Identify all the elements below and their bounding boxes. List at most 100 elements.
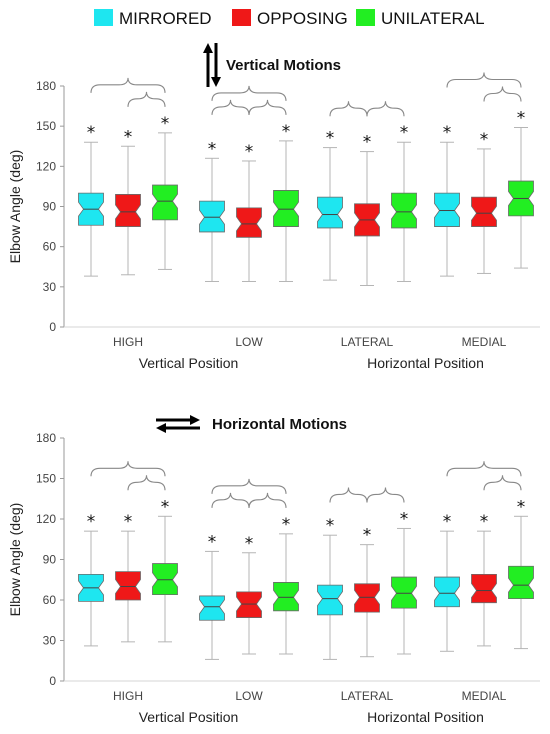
box-mirrored (199, 200, 225, 233)
significance-star: * (282, 515, 291, 535)
panel-title: Horizontal Motions (212, 416, 347, 433)
chart-panel-horizontal-motions: Horizontal Motions 0 30 60 90 120 150 180 Elbow … (7, 415, 540, 725)
box-opposing (115, 194, 141, 227)
significance-bracket (211, 99, 250, 115)
significance-star: * (245, 534, 254, 554)
category-group-high: * * * HIGH (78, 77, 178, 349)
significance-star: * (87, 512, 96, 532)
box-mirrored (317, 584, 343, 616)
significance-bracket (90, 77, 166, 93)
box-opposing (354, 583, 380, 613)
box-mirrored (317, 196, 343, 229)
x-tick-label: LOW (235, 689, 263, 703)
significance-bracket (211, 85, 287, 101)
significance-star: * (480, 130, 489, 150)
category-group-low: * * * LOW (199, 478, 299, 703)
group-label-vertical-position: Vertical Position (139, 709, 239, 725)
panel-title: Vertical Motions (226, 57, 341, 74)
y-tick-label: 0 (49, 320, 56, 334)
y-tick-label: 120 (36, 512, 56, 526)
significance-star: * (161, 497, 170, 517)
chart-panel-vertical-motions: Vertical Motions 0 30 60 90 120 150 180 Elbow An… (7, 43, 540, 371)
significance-bracket (248, 492, 287, 508)
significance-bracket (211, 492, 250, 508)
y-tick-label: 120 (36, 159, 56, 173)
group-label-horizontal-position: Horizontal Position (367, 709, 484, 725)
category-group-lateral: * * * LATERAL (317, 487, 417, 703)
y-axis-label: Elbow Angle (deg) (7, 150, 23, 264)
category-group-low: * * * LOW (199, 85, 299, 349)
box-opposing (236, 207, 262, 238)
box-opposing (115, 571, 141, 601)
category-group-high: * * * HIGH (78, 461, 178, 703)
x-tick-label: LATERAL (341, 689, 394, 703)
x-tick-label: LATERAL (341, 335, 394, 349)
significance-bracket (329, 101, 368, 117)
significance-star: * (282, 122, 291, 142)
y-tick-label: 180 (36, 79, 56, 93)
significance-star: * (326, 129, 335, 149)
y-tick-label: 0 (49, 674, 56, 688)
y-tick-label: 90 (43, 553, 57, 567)
significance-star: * (124, 512, 133, 532)
y-tick-label: 90 (43, 200, 57, 214)
box-mirrored (434, 576, 460, 608)
left-arrow-head (156, 423, 166, 433)
significance-star: * (400, 509, 409, 529)
significance-star: * (326, 516, 335, 536)
group-label-horizontal-position: Horizontal Position (367, 355, 484, 371)
significance-star: * (208, 139, 217, 159)
box-mirrored (199, 595, 225, 621)
significance-star: * (245, 142, 254, 162)
y-tick-label: 180 (36, 431, 56, 445)
y-tick-label: 60 (43, 593, 57, 607)
box-opposing (471, 196, 497, 227)
significance-bracket (329, 487, 368, 503)
x-tick-label: MEDIAL (462, 689, 507, 703)
significance-star: * (480, 512, 489, 532)
down-arrow-head (211, 77, 221, 87)
significance-bracket (248, 99, 287, 115)
up-arrow-head (203, 43, 213, 53)
box-unilateral (273, 190, 299, 227)
y-tick-label: 150 (36, 119, 56, 133)
legend-label-unilateral: UNILATERAL (381, 9, 485, 28)
legend: MIRRORED OPPOSING UNILATERAL (94, 9, 485, 28)
y-axis-label: Elbow Angle (deg) (7, 503, 23, 617)
significance-bracket (366, 101, 405, 117)
x-tick-label: HIGH (113, 335, 143, 349)
x-tick-label: MEDIAL (462, 335, 507, 349)
significance-star: * (517, 109, 526, 129)
significance-bracket (446, 461, 522, 477)
box-unilateral (391, 576, 417, 609)
significance-star: * (124, 127, 133, 147)
horizontal-arrows-icon (156, 415, 200, 433)
significance-bracket (211, 478, 287, 494)
vertical-arrows-icon (203, 43, 221, 87)
significance-star: * (443, 123, 452, 143)
significance-bracket (127, 475, 166, 491)
y-tick-label: 150 (36, 472, 56, 486)
significance-star: * (87, 123, 96, 143)
y-tick-label: 30 (43, 280, 57, 294)
x-tick-label: HIGH (113, 689, 143, 703)
significance-star: * (400, 123, 409, 143)
category-group-medial: * * * MEDIAL (434, 461, 534, 703)
y-tick-label: 30 (43, 634, 57, 648)
group-label-vertical-position: Vertical Position (139, 355, 239, 371)
legend-swatch-unilateral (356, 9, 375, 26)
significance-star: * (443, 512, 452, 532)
box-opposing (236, 591, 262, 618)
box-unilateral (273, 582, 299, 612)
significance-bracket (90, 461, 166, 477)
legend-swatch-mirrored (94, 9, 113, 26)
significance-bracket (483, 475, 522, 491)
significance-bracket (127, 91, 166, 107)
box-opposing (471, 573, 497, 604)
legend-swatch-opposing (232, 9, 251, 26)
significance-star: * (517, 497, 526, 517)
x-tick-label: LOW (235, 335, 263, 349)
category-group-medial: * * * MEDIAL (434, 72, 534, 349)
box-mirrored (434, 192, 460, 227)
